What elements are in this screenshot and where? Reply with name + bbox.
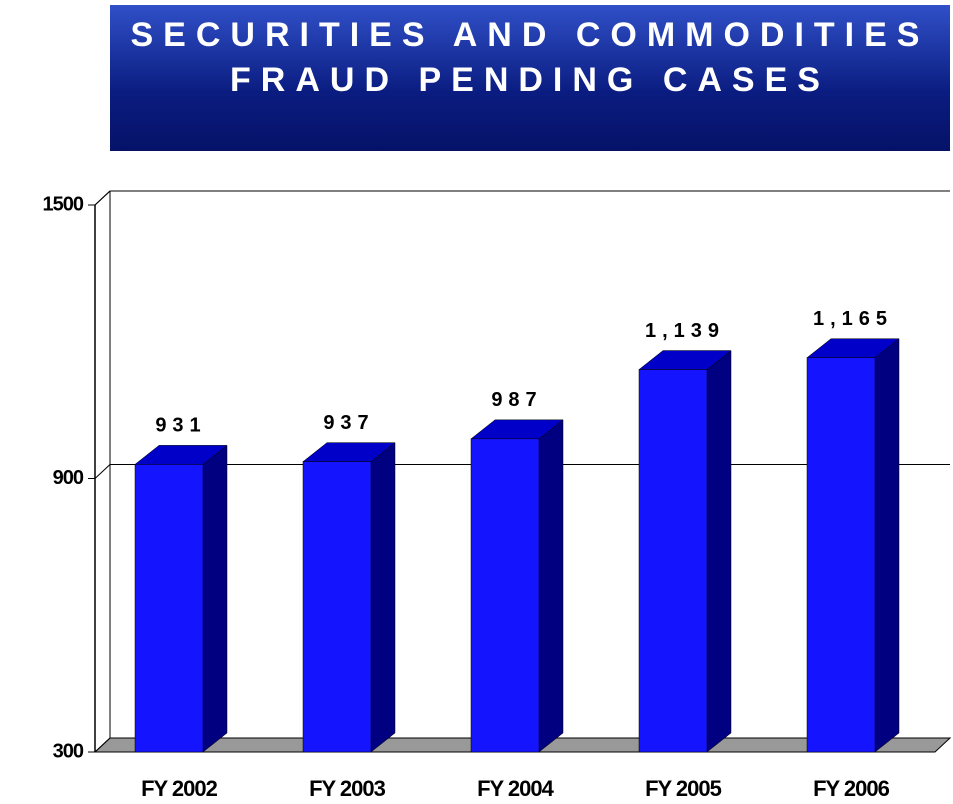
bar-side	[370, 442, 396, 753]
grid-line	[94, 737, 111, 753]
y-tick-label: 1500	[43, 193, 84, 215]
bar	[806, 357, 876, 753]
bar-side	[874, 338, 900, 753]
bar	[134, 464, 204, 753]
value-label: 1,165	[813, 308, 893, 330]
y-tick-label: 300	[53, 740, 84, 762]
chart-title: SECURITIES AND COMMODITIES FRAUD PENDING…	[110, 5, 950, 151]
bar	[638, 369, 708, 753]
value-label: 1,139	[645, 320, 725, 342]
x-tick-label: FY 2002	[141, 776, 218, 801]
x-tick-label: FY 2005	[645, 776, 722, 801]
value-label: 937	[323, 412, 374, 434]
x-tick-label: FY 2003	[309, 776, 386, 801]
x-tick-label: FY 2004	[477, 776, 555, 801]
value-label: 987	[491, 389, 542, 411]
bar	[302, 461, 372, 753]
bar	[470, 438, 540, 753]
x-tick-label: FY 2006	[813, 776, 890, 801]
bar-side	[538, 419, 564, 753]
value-label: 931	[155, 415, 206, 437]
grid-line	[94, 464, 111, 479]
bar-side	[202, 444, 228, 753]
grid-line	[94, 190, 111, 206]
bar-side	[706, 350, 732, 753]
y-tick-label: 900	[53, 467, 84, 489]
